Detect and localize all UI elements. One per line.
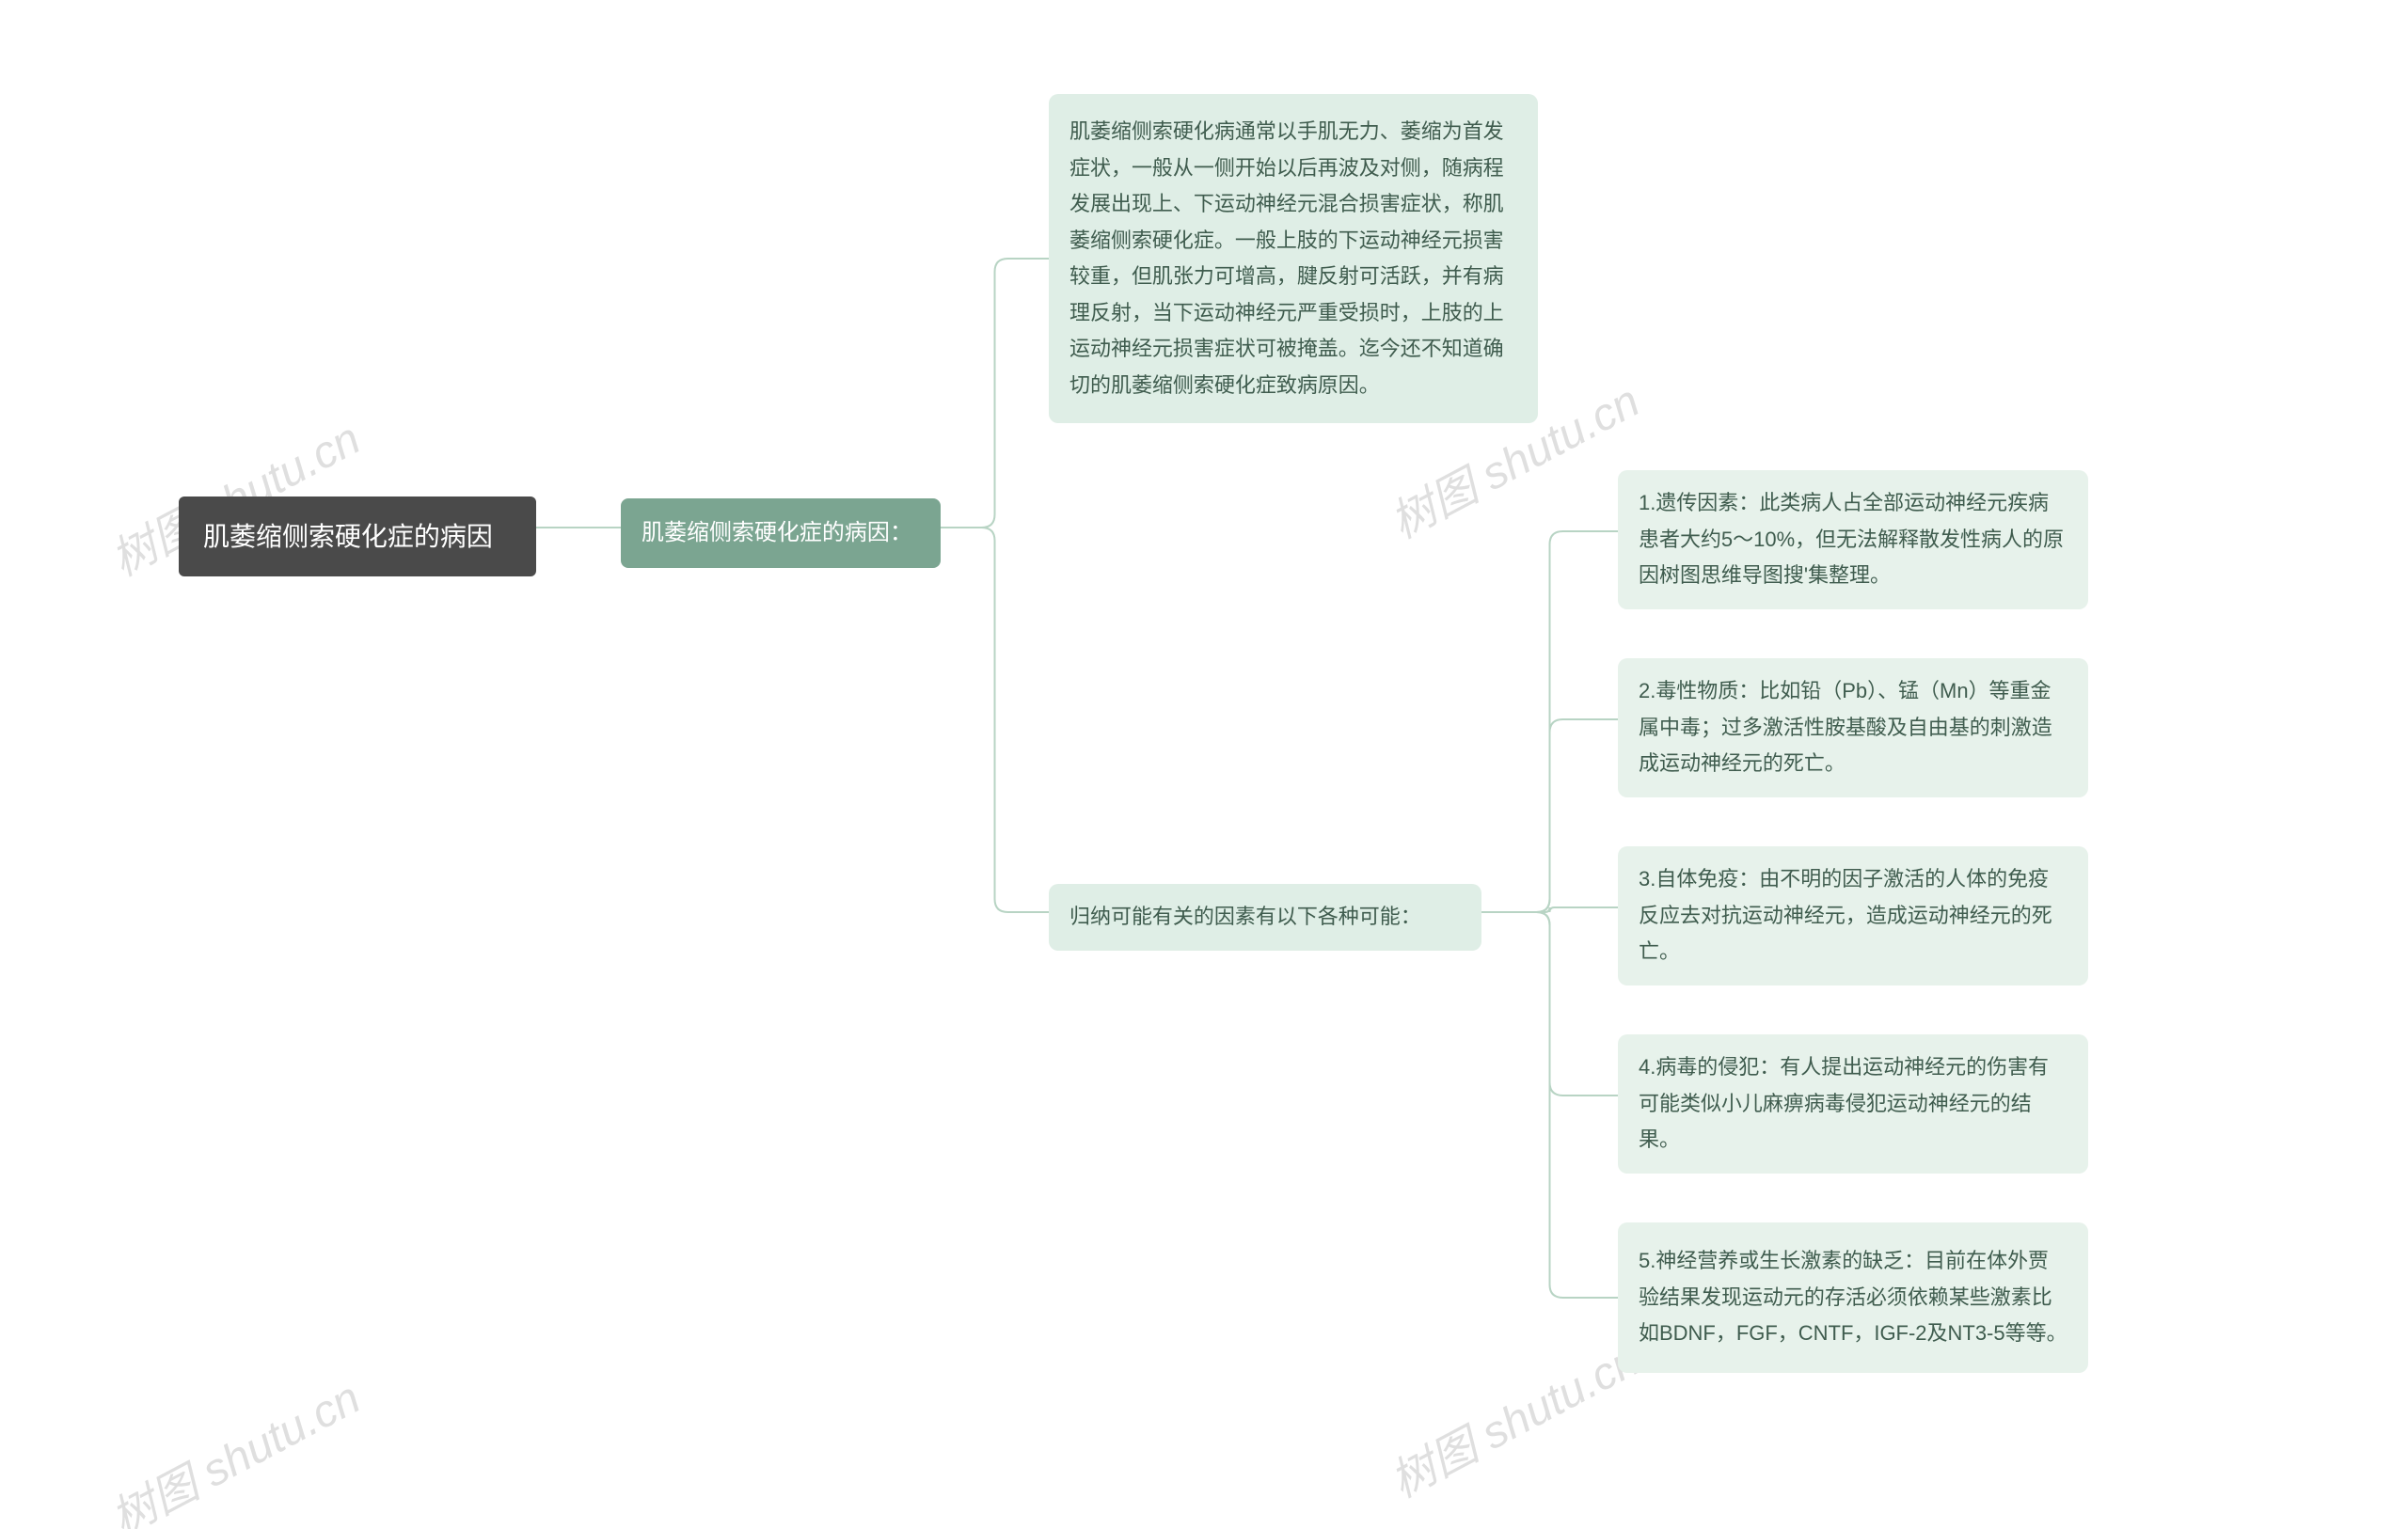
branch-node-causes[interactable]: 肌萎缩侧索硬化症的病因： — [621, 498, 941, 568]
mindmap-canvas: 树图 shutu.cn 树图 shutu.cn 树图 shutu.cn 树图 s… — [0, 0, 2408, 1529]
branch-label: 归纳可能有关的因素有以下各种可能： — [1069, 899, 1421, 936]
connector — [1481, 907, 1618, 912]
branch-node-factors[interactable]: 归纳可能有关的因素有以下各种可能： — [1049, 884, 1481, 951]
leaf-node-factor-1[interactable]: 1.遗传因素：此类病人占全部运动神经元疾病患者大约5～10%，但无法解释散发性病… — [1618, 470, 2088, 609]
leaf-label: 2.毒性物质：比如铅（Pb）、锰（Mn）等重金属中毒；过多激活性胺基酸及自由基的… — [1639, 673, 2067, 782]
watermark: 树图 shutu.cn — [98, 1362, 370, 1529]
connector — [1481, 912, 1618, 1298]
connector — [1481, 719, 1618, 912]
leaf-node-factor-4[interactable]: 4.病毒的侵犯：有人提出运动神经元的伤害有可能类似小儿麻痹病毒侵犯运动神经元的结… — [1618, 1034, 2088, 1174]
leaf-node-factor-2[interactable]: 2.毒性物质：比如铅（Pb）、锰（Mn）等重金属中毒；过多激活性胺基酸及自由基的… — [1618, 658, 2088, 797]
connector — [1481, 912, 1618, 1096]
connector — [941, 259, 1049, 528]
leaf-node-factor-3[interactable]: 3.自体免疫：由不明的因子激活的人体的免疫反应去对抗运动神经元，造成运动神经元的… — [1618, 846, 2088, 985]
branch-label: 肌萎缩侧索硬化症的病因： — [642, 513, 912, 553]
root-node[interactable]: 肌萎缩侧索硬化症的病因 — [179, 497, 536, 576]
leaf-label: 3.自体免疫：由不明的因子激活的人体的免疫反应去对抗运动神经元，造成运动神经元的… — [1639, 861, 2067, 970]
leaf-label: 5.神经营养或生长激素的缺乏：目前在体外贾验结果发现运动元的存活必须依赖某些激素… — [1639, 1243, 2067, 1352]
leaf-label: 肌萎缩侧索硬化病通常以手肌无力、萎缩为首发症状，一般从一侧开始以后再波及对侧，随… — [1069, 114, 1517, 403]
connector — [1481, 531, 1618, 912]
leaf-node-factor-5[interactable]: 5.神经营养或生长激素的缺乏：目前在体外贾验结果发现运动元的存活必须依赖某些激素… — [1618, 1222, 2088, 1373]
watermark: 树图 shutu.cn — [1377, 1324, 1649, 1510]
leaf-label: 1.遗传因素：此类病人占全部运动神经元疾病患者大约5～10%，但无法解释散发性病… — [1639, 485, 2067, 594]
leaf-node-overview[interactable]: 肌萎缩侧索硬化病通常以手肌无力、萎缩为首发症状，一般从一侧开始以后再波及对侧，随… — [1049, 94, 1538, 423]
connector — [941, 528, 1049, 912]
leaf-label: 4.病毒的侵犯：有人提出运动神经元的伤害有可能类似小儿麻痹病毒侵犯运动神经元的结… — [1639, 1049, 2067, 1159]
root-label: 肌萎缩侧索硬化症的病因 — [203, 513, 493, 560]
